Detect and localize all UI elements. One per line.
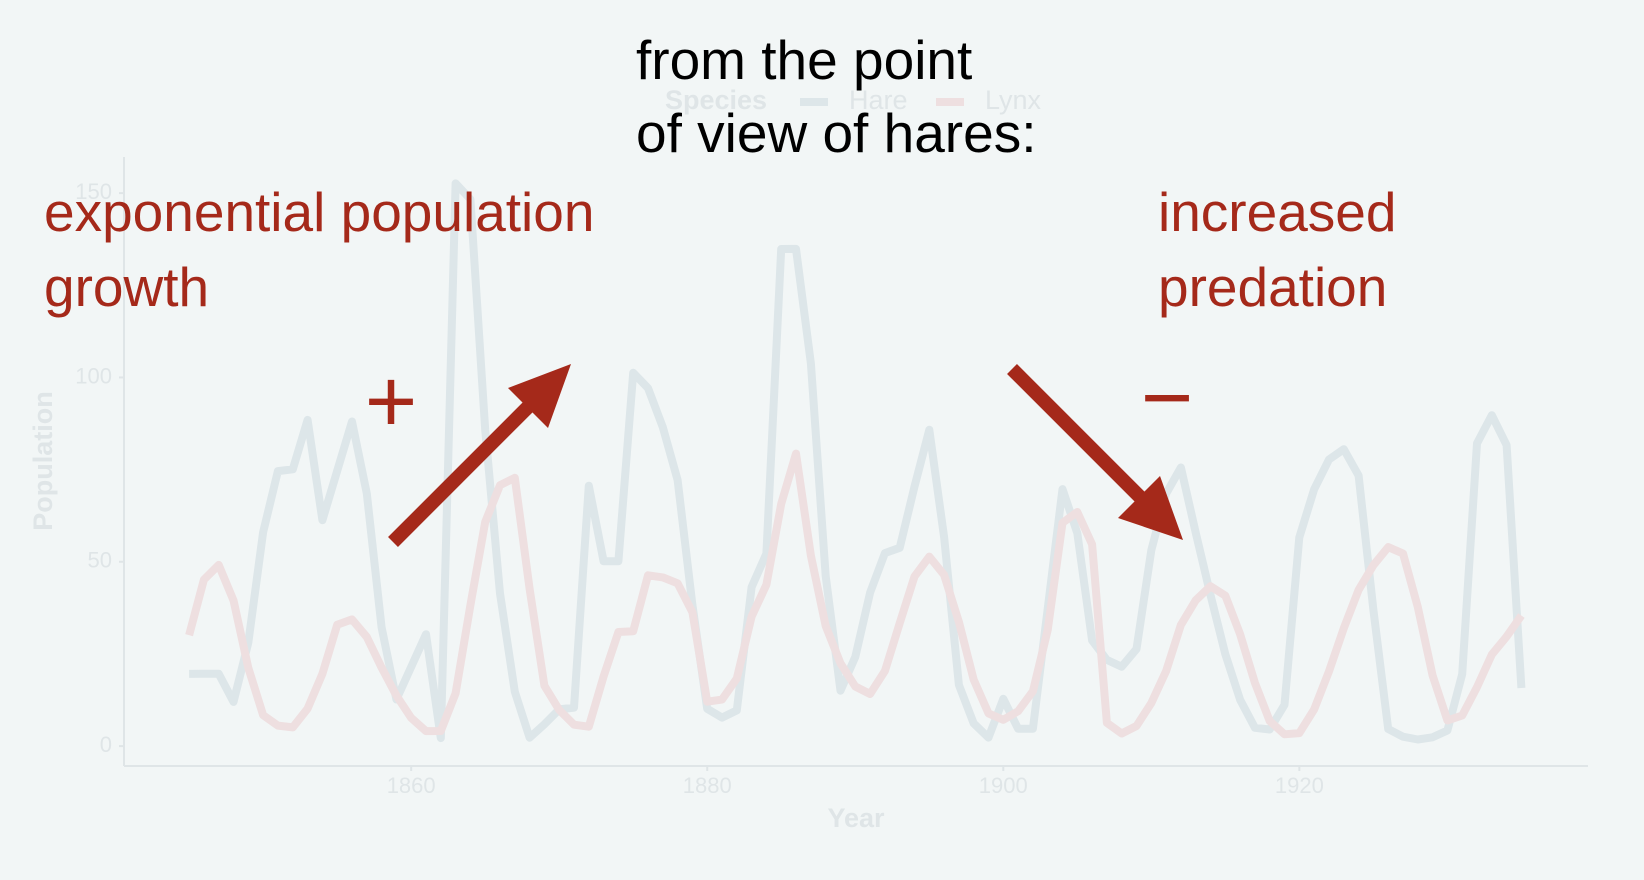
x-tick-label: 1900 (979, 773, 1028, 798)
heading: of view of hares: (636, 102, 1036, 164)
arrow-down (1007, 364, 1183, 540)
chart: 0 50 100 150 1860 1880 1900 1920 Year Population S… (28, 85, 1588, 833)
legend-title: Species (665, 85, 767, 115)
x-tick-label: 1860 (387, 773, 436, 798)
minus-sign: − (1141, 348, 1194, 448)
y-tick-label: 150 (75, 179, 112, 204)
overlay: from the point of view of hares: exponen… (44, 29, 1396, 547)
heading: from the point (636, 29, 972, 91)
legend-label: Lynx (985, 85, 1042, 115)
annotation: increased (1158, 181, 1396, 243)
series-line (189, 179, 1526, 744)
y-tick-label: 100 (75, 363, 112, 388)
y-axis-title: Population (28, 391, 58, 530)
annotation: exponential population (44, 181, 594, 243)
series-line (185, 449, 1525, 739)
legend-label: Hare (849, 85, 908, 115)
plus-sign: + (365, 352, 418, 452)
y-tick-label: 0 (100, 732, 112, 757)
arrow-up (388, 364, 571, 547)
y-tick-label: 50 (88, 548, 112, 573)
annotation: predation (1158, 256, 1387, 318)
x-axis-title: Year (827, 803, 885, 833)
x-tick-label: 1880 (683, 773, 732, 798)
x-tick-label: 1920 (1275, 773, 1324, 798)
annotation: growth (44, 256, 209, 318)
